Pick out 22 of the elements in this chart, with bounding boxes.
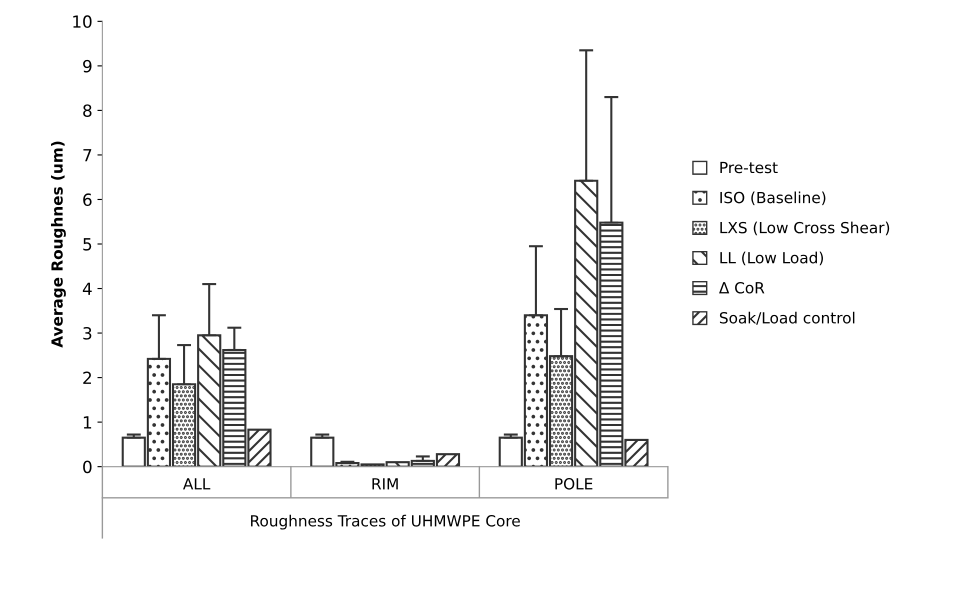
legend-label: LL (Low Load) — [720, 252, 823, 266]
y-tick-label: 6 — [83, 193, 92, 206]
legend-label: Soak/Load control — [720, 312, 854, 325]
y-tick-label: 1 — [84, 416, 92, 428]
legend-label: LXS (Low Cross Shear) — [720, 222, 890, 236]
y-tick-label: 7 — [83, 149, 92, 162]
legend-label: Pre-test — [720, 162, 778, 174]
y-tick-label: 2 — [83, 372, 91, 384]
y-tick-label: 8 — [83, 104, 92, 117]
y-tick-label: 3 — [83, 327, 92, 340]
x-tick-label: POLE — [555, 478, 592, 490]
y-axis-title: Average Roughnes (um) — [50, 142, 66, 348]
y-tick-label: 0 — [83, 460, 92, 474]
legend-label: Δ CoR — [719, 282, 764, 294]
y-tick-label: 10 — [73, 15, 92, 28]
legend-label: ISO (Baseline) — [720, 192, 826, 206]
x-axis-title: Roughness Traces of UHMWPE Core — [251, 514, 520, 530]
y-tick-label: 9 — [83, 60, 92, 72]
y-tick-label: 4 — [82, 282, 92, 295]
x-tick-label: ALL — [183, 478, 210, 490]
y-tick-label: 5 — [83, 238, 92, 251]
x-tick-label: RIM — [372, 478, 398, 490]
